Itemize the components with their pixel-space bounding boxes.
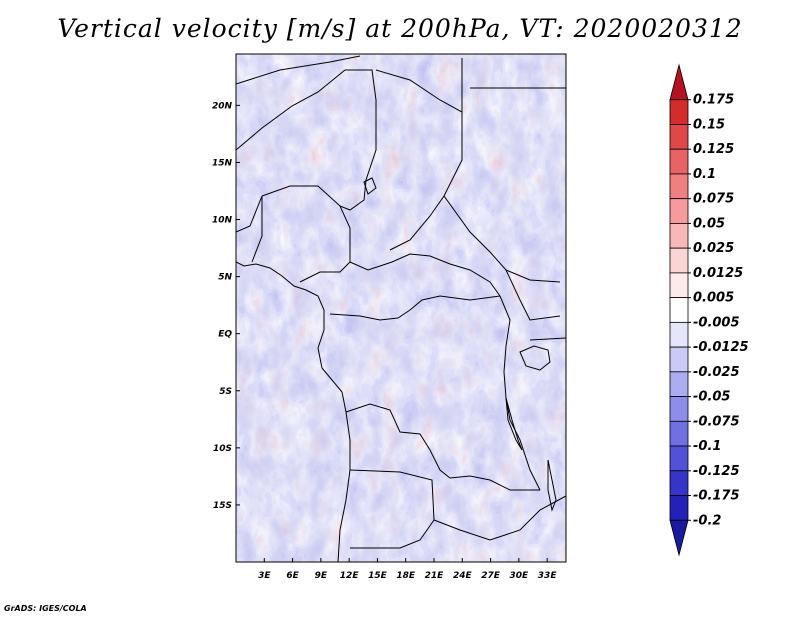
map-frame	[235, 53, 567, 563]
colorbar-label: -0.175	[693, 489, 740, 504]
border-libya-egypt	[461, 58, 566, 112]
border-east-africa	[505, 269, 566, 341]
colorbar-label: 0.075	[693, 192, 734, 207]
colorbar-segment	[669, 445, 689, 472]
colorbar-segment	[669, 519, 689, 557]
border-car	[349, 253, 501, 297]
colorbar-label: -0.0125	[693, 340, 749, 355]
colorbar-label: -0.005	[693, 315, 740, 330]
colorbar-label: 0.1	[693, 167, 716, 182]
chart-title: Vertical velocity [m/s] at 200hPa, VT: 2…	[57, 14, 743, 43]
colorbar-segment	[669, 371, 689, 397]
colorbar: 0.175 0.15 0.125 0.1 0.075 0.05 0.025 0.0125 0.0…	[669, 63, 749, 557]
border-sahara-north	[236, 55, 361, 85]
colorbar-label: -0.075	[693, 414, 740, 429]
colorbar-segment	[669, 495, 689, 521]
border-niger-chad	[339, 69, 377, 211]
colorbar-label: 0.0125	[693, 266, 743, 281]
lon-tick-label: 33E	[538, 571, 558, 581]
colorbar-label: -0.2	[693, 513, 721, 528]
colorbar-segment	[669, 148, 689, 175]
colorbar-label: -0.05	[693, 390, 730, 405]
colorbar-segment	[669, 124, 689, 150]
lat-tick-label: 5S	[219, 387, 232, 397]
velocity-field	[236, 54, 566, 562]
lon-tick-label: 24E	[453, 571, 473, 581]
lon-tick-label: 9E	[315, 571, 328, 581]
border-sudan-south	[443, 195, 561, 283]
colorbar-label: 0.025	[693, 241, 734, 256]
colorbar-segment	[669, 63, 689, 101]
border-mali-niger	[236, 69, 346, 151]
colorbar-segment	[669, 247, 689, 274]
colorbar-segment	[669, 99, 689, 125]
colorbar-segment	[669, 470, 689, 496]
colorbar-boxes	[669, 63, 689, 557]
lat-tick-label: 15N	[212, 158, 233, 168]
colorbar-segment	[669, 346, 689, 373]
colorbar-label: -0.1	[693, 439, 721, 454]
lat-tick-label: 20N	[212, 101, 233, 111]
colorbar-label: -0.025	[693, 365, 740, 380]
lon-tick-label: 3E	[258, 571, 271, 581]
coastline-west	[236, 261, 351, 562]
colorbar-segment	[669, 297, 689, 323]
border-zambia-south	[433, 495, 566, 541]
lat-tick-label: 5N	[218, 273, 232, 283]
colorbar-segment	[669, 173, 689, 200]
border-chad-sudan	[375, 69, 463, 251]
colorbar-segment	[669, 223, 689, 249]
lat-axis: 20N 15N 10N 5N EQ 5S 10S 15S	[212, 101, 240, 511]
boundaries-layer	[236, 55, 566, 562]
colorbar-label: 0.15	[693, 117, 725, 132]
lon-tick-label: 27E	[481, 571, 501, 581]
lat-tick-label: 15S	[213, 501, 232, 511]
colorbar-label: 0.005	[693, 291, 734, 306]
border-nigeria	[261, 185, 351, 283]
colorbar-labels: 0.175 0.15 0.125 0.1 0.075 0.05 0.025 0.0125 0.0…	[688, 93, 749, 528]
colorbar-segment	[669, 321, 689, 348]
colorbar-label: 0.05	[693, 216, 725, 231]
lon-tick-label: 6E	[286, 571, 299, 581]
footer-credit: GrADS: IGES/COLA	[4, 604, 87, 613]
lon-axis: 3E 6E 9E 12E 15E 18E 21E 24E 27E 30E 33E	[258, 558, 557, 581]
colorbar-label: -0.125	[693, 464, 740, 479]
lake-victoria	[519, 345, 551, 371]
lon-tick-label: 12E	[340, 571, 360, 581]
lake-chad	[363, 177, 377, 195]
lon-tick-label: 15E	[368, 571, 388, 581]
lat-tick-label: 10S	[213, 444, 232, 454]
colorbar-label: 0.125	[693, 142, 734, 157]
colorbar-label: 0.175	[693, 93, 734, 108]
lon-tick-label: 30E	[510, 571, 530, 581]
border-congo	[329, 295, 501, 321]
colorbar-segment	[669, 420, 689, 447]
lake-malawi	[547, 459, 557, 512]
lon-tick-label: 21E	[425, 571, 445, 581]
lat-tick-label: 10N	[212, 216, 233, 226]
lon-tick-label: 18E	[396, 571, 416, 581]
colorbar-segment	[669, 272, 689, 299]
map-panel	[235, 53, 567, 563]
lake-tanganyika	[505, 397, 523, 451]
border-drc-south	[345, 403, 540, 491]
colorbar-segment	[669, 396, 689, 422]
lat-tick-label: EQ	[218, 330, 232, 340]
border-west-africa	[236, 195, 263, 263]
colorbar-segment	[669, 198, 689, 224]
